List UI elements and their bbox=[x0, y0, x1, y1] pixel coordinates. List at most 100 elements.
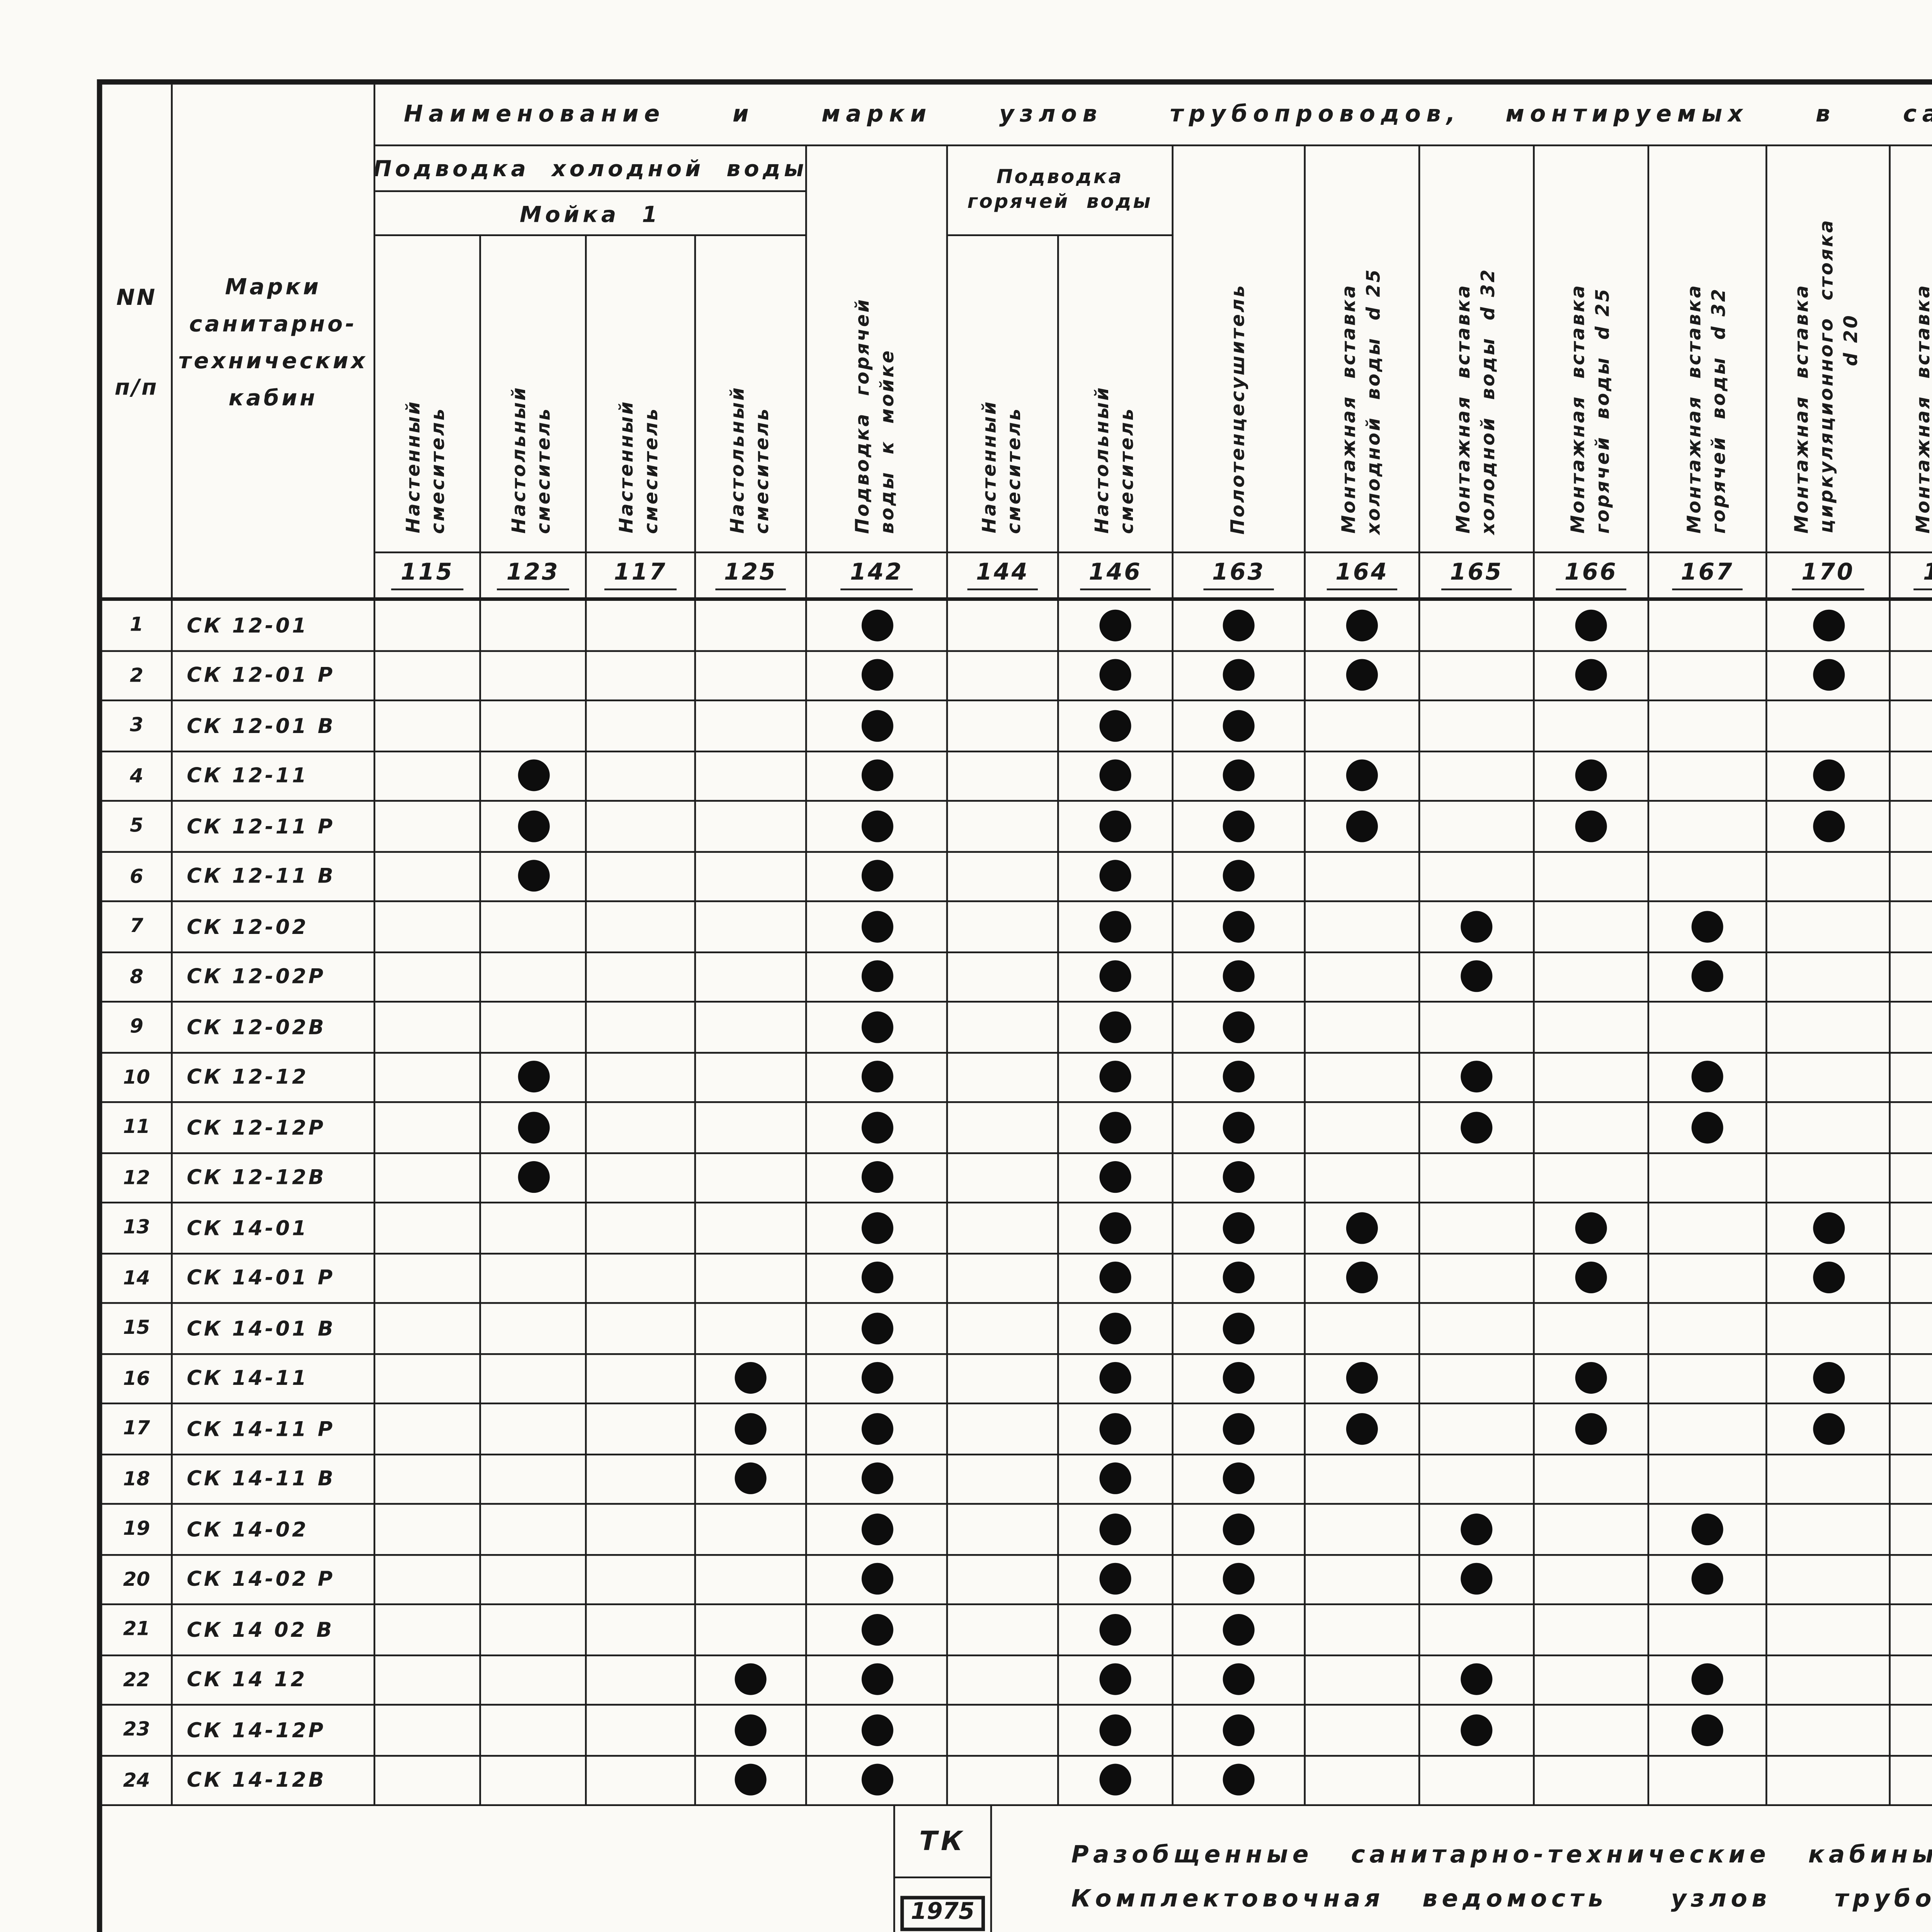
cell-125 bbox=[696, 1605, 807, 1656]
cell-125 bbox=[696, 1555, 807, 1605]
presence-dot bbox=[1223, 1714, 1255, 1746]
column-number-171: 171 bbox=[1890, 553, 1932, 601]
column-number-text: 164 bbox=[1327, 560, 1398, 590]
cabin-mark: СК 12-02Р bbox=[172, 952, 376, 1003]
cell-165 bbox=[1420, 1706, 1535, 1756]
cell-123 bbox=[481, 1454, 587, 1505]
cell-163 bbox=[1173, 1354, 1306, 1405]
cell-142 bbox=[807, 1404, 948, 1455]
cell-171 bbox=[1890, 601, 1932, 651]
cabin-mark: СК 12-01 bbox=[172, 600, 376, 651]
cell-171 bbox=[1890, 952, 1932, 1003]
cell-123 bbox=[481, 701, 587, 752]
cell-115 bbox=[375, 751, 481, 802]
cell-165 bbox=[1420, 1756, 1535, 1806]
cell-166 bbox=[1534, 1304, 1650, 1354]
cell-144 bbox=[948, 1304, 1059, 1354]
presence-dot bbox=[1575, 1362, 1607, 1395]
cell-146 bbox=[1059, 1304, 1173, 1354]
presence-dot bbox=[1461, 1663, 1493, 1696]
presence-dot bbox=[861, 1764, 893, 1796]
column-label-line: Монтажная вставка bbox=[1452, 284, 1474, 534]
presence-dot bbox=[1691, 1714, 1723, 1746]
cell-163 bbox=[1173, 952, 1306, 1003]
presence-dot bbox=[735, 1463, 767, 1495]
cell-165 bbox=[1420, 751, 1535, 802]
cell-170 bbox=[1767, 1153, 1891, 1204]
cell-171 bbox=[1890, 1655, 1932, 1706]
cell-166 bbox=[1534, 600, 1650, 651]
cell-125 bbox=[696, 801, 807, 852]
presence-dot bbox=[1575, 760, 1607, 792]
column-label-line: Монтажная вставка bbox=[1913, 284, 1932, 534]
cell-167 bbox=[1649, 1002, 1767, 1053]
column-header-115: Настенный смеситель bbox=[375, 236, 481, 553]
cell-144 bbox=[948, 1203, 1059, 1254]
cell-142 bbox=[807, 1605, 948, 1656]
document-title-block: Разобщенные санитарно-технические кабины… bbox=[992, 1806, 1932, 1932]
cell-125 bbox=[696, 1706, 807, 1756]
cell-170 bbox=[1767, 1454, 1891, 1505]
presence-dot bbox=[1346, 1262, 1378, 1294]
cell-146 bbox=[1059, 902, 1173, 952]
cell-117 bbox=[587, 902, 696, 952]
cell-170 bbox=[1767, 701, 1891, 752]
cell-117 bbox=[587, 701, 696, 752]
presence-dot bbox=[861, 860, 893, 892]
cell-146 bbox=[1059, 1505, 1173, 1555]
cell-142 bbox=[807, 1103, 948, 1153]
cell-125 bbox=[696, 1153, 807, 1204]
cell-117 bbox=[587, 1655, 696, 1706]
column-label-line: Монтажная вставка bbox=[1792, 284, 1813, 534]
presence-dot bbox=[861, 1061, 893, 1093]
row-number: 20 bbox=[102, 1555, 173, 1605]
column-number-text: 142 bbox=[841, 560, 912, 590]
presence-dot bbox=[861, 810, 893, 842]
column-header-166: Монтажная вставка горячей воды d 25 bbox=[1534, 146, 1650, 553]
presence-dot bbox=[1346, 760, 1378, 792]
row-number: 23 bbox=[102, 1706, 173, 1756]
column-number-text: 166 bbox=[1556, 560, 1627, 590]
presence-dot bbox=[861, 709, 893, 742]
cell-125 bbox=[696, 1304, 807, 1354]
cell-117 bbox=[587, 1203, 696, 1254]
column-label-line: смеситель bbox=[534, 407, 555, 534]
cell-144 bbox=[948, 1555, 1059, 1605]
presence-dot bbox=[1099, 1764, 1131, 1796]
cell-171 bbox=[1890, 651, 1932, 701]
cell-166 bbox=[1534, 1706, 1650, 1756]
column-number-165: 165 bbox=[1420, 553, 1535, 601]
presence-dot bbox=[861, 910, 893, 942]
cabin-mark: СК 14-12Р bbox=[172, 1706, 376, 1756]
cell-164 bbox=[1305, 1354, 1420, 1405]
column-number-142: 142 bbox=[807, 553, 948, 601]
presence-dot bbox=[1223, 659, 1255, 691]
cell-115 bbox=[375, 1505, 481, 1555]
cell-117 bbox=[587, 852, 696, 902]
cabin-mark: СК 14-01 bbox=[172, 1203, 376, 1254]
cell-165 bbox=[1420, 952, 1535, 1003]
cell-115 bbox=[375, 1203, 481, 1254]
cell-167 bbox=[1649, 1304, 1767, 1354]
presence-dot bbox=[1223, 1663, 1255, 1696]
cell-171 bbox=[1890, 1555, 1932, 1605]
cell-117 bbox=[587, 952, 696, 1003]
cell-165 bbox=[1420, 651, 1535, 701]
cell-166 bbox=[1534, 1505, 1650, 1555]
cell-117 bbox=[587, 1354, 696, 1405]
presence-dot bbox=[1223, 1513, 1255, 1545]
year-box: 1975 bbox=[895, 1878, 990, 1932]
cell-170 bbox=[1767, 1605, 1891, 1656]
cell-167 bbox=[1649, 1203, 1767, 1254]
cell-166 bbox=[1534, 1153, 1650, 1204]
cell-142 bbox=[807, 1706, 948, 1756]
column-number-117: 117 bbox=[587, 553, 696, 601]
presence-dot bbox=[1575, 810, 1607, 842]
presence-dot bbox=[1691, 1513, 1723, 1545]
presence-dot bbox=[861, 1111, 893, 1143]
cell-146 bbox=[1059, 1756, 1173, 1806]
column-label-line: холодной воды d 32 bbox=[1477, 267, 1499, 534]
presence-dot bbox=[1691, 961, 1723, 993]
presence-dot bbox=[1223, 1463, 1255, 1495]
presence-dot bbox=[517, 760, 549, 792]
